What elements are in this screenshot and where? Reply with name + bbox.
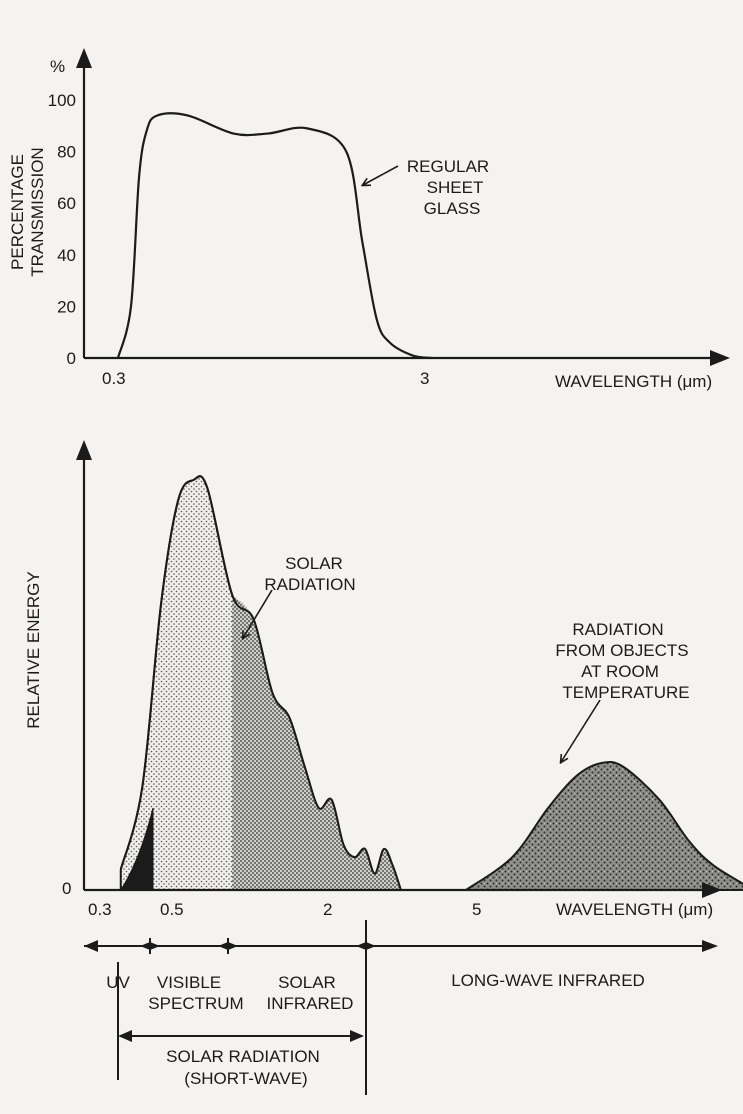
energy-x-axis-label: WAVELENGTH (μm) bbox=[556, 900, 713, 919]
transmission-x-axis-arrow bbox=[710, 350, 730, 366]
energy-x-tick-0.5: 0.5 bbox=[160, 900, 184, 919]
transmission-y-tick-100: 100 bbox=[48, 91, 76, 110]
sheet-glass-label-line-2: SHEET bbox=[427, 178, 484, 197]
transmission-y-tick-0: 0 bbox=[67, 349, 76, 368]
uv-shading bbox=[119, 807, 154, 891]
transmission-chart: % 0 20 40 60 80 100 0.3 3 WAVELENGTH (μm) PER… bbox=[8, 48, 730, 391]
solar-shortwave-label-line-1: SOLAR RADIATION bbox=[166, 1047, 320, 1066]
solar-radiation-label-line-2: RADIATION bbox=[264, 575, 355, 594]
solar-radiation-label-arrow bbox=[243, 589, 273, 638]
band-marker bbox=[350, 1030, 364, 1042]
solar-shortwave-label-line-2: (SHORT-WAVE) bbox=[184, 1069, 307, 1088]
solar-radiation-curve bbox=[119, 475, 402, 891]
room-radiation-label-arrow bbox=[561, 699, 601, 762]
band-marker bbox=[228, 942, 238, 950]
transmission-y-tick-80: 80 bbox=[57, 143, 76, 162]
energy-chart: 0 0.3 0.5 2 5 WAVELENGTH (μm) RELATIVE E… bbox=[24, 440, 743, 919]
room-radiation-label-line-3: AT ROOM bbox=[581, 662, 659, 681]
sheet-glass-label-line-1: REGULAR bbox=[407, 157, 489, 176]
sheet-glass-transmission-curve bbox=[116, 112, 433, 360]
sheet-glass-label-arrow bbox=[363, 165, 399, 185]
spectral-bands: UV VISIBLE SPECTRUM SOLAR INFRARED LONG-… bbox=[84, 920, 718, 1095]
solar-radiation-label-line-1: SOLAR bbox=[285, 554, 343, 573]
band-long-wave-infrared-label: LONG-WAVE INFRARED bbox=[451, 971, 645, 990]
energy-y-axis-label: RELATIVE ENERGY bbox=[24, 571, 43, 728]
band-marker bbox=[356, 942, 366, 950]
band-marker bbox=[118, 1030, 132, 1042]
transmission-y-axis-label-line-1: PERCENTAGE bbox=[8, 154, 27, 270]
band-visible-label-line-2: SPECTRUM bbox=[148, 994, 243, 1013]
transmission-y-tick-20: 20 bbox=[57, 297, 76, 316]
solar-infrared-shading bbox=[232, 594, 401, 890]
transmission-x-tick-3: 3 bbox=[420, 369, 429, 388]
transmission-y-unit: % bbox=[50, 57, 65, 76]
room-radiation-label-line-2: FROM OBJECTS bbox=[555, 641, 688, 660]
room-temperature-radiation-area bbox=[462, 760, 743, 891]
transmission-y-axis-label-line-2: TRANSMISSION bbox=[28, 147, 47, 276]
band-scale-left-arrow bbox=[84, 940, 98, 952]
band-solar-infrared-label-line-1: SOLAR bbox=[278, 973, 336, 992]
band-scale-right-arrow bbox=[702, 940, 718, 952]
energy-x-axis-arrow bbox=[702, 882, 722, 898]
band-visible-label-line-1: VISIBLE bbox=[157, 973, 221, 992]
band-marker bbox=[140, 942, 150, 950]
band-solar-infrared-label-line-2: INFRARED bbox=[267, 994, 354, 1013]
energy-x-tick-2: 2 bbox=[323, 900, 332, 919]
transmission-y-axis-arrow bbox=[76, 48, 92, 68]
transmission-x-tick-0.3: 0.3 bbox=[102, 369, 126, 388]
transmission-x-axis-label: WAVELENGTH (μm) bbox=[555, 372, 712, 391]
energy-x-tick-5: 5 bbox=[472, 900, 481, 919]
transmission-y-tick-60: 60 bbox=[57, 194, 76, 213]
energy-y-axis-arrow bbox=[76, 440, 92, 460]
band-marker bbox=[218, 942, 228, 950]
room-radiation-label-line-4: TEMPERATURE bbox=[562, 683, 689, 702]
sheet-glass-label-line-3: GLASS bbox=[424, 199, 481, 218]
band-marker bbox=[150, 942, 160, 950]
band-marker bbox=[366, 942, 376, 950]
transmission-y-tick-40: 40 bbox=[57, 246, 76, 265]
energy-y-tick-0: 0 bbox=[62, 879, 71, 898]
room-radiation-label-line-1: RADIATION bbox=[572, 620, 663, 639]
band-uv-label: UV bbox=[106, 973, 130, 992]
energy-x-tick-0.3: 0.3 bbox=[88, 900, 112, 919]
